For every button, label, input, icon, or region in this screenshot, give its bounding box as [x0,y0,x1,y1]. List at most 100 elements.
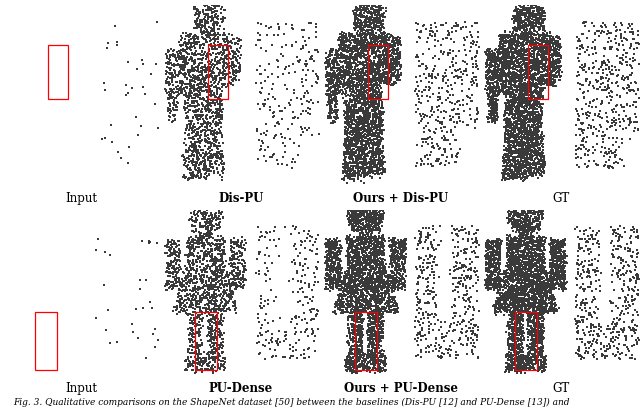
Point [344,102,354,109]
Point [353,92,363,99]
Point [375,211,385,218]
Point [519,360,529,367]
Point [362,216,372,222]
Point [268,151,278,158]
Point [351,61,361,67]
Point [515,300,525,307]
Point [354,300,364,306]
Point [211,213,221,219]
Point [349,170,359,176]
Point [530,246,540,253]
Point [362,36,372,43]
Point [325,115,335,121]
Point [40,212,51,218]
Point [196,18,207,25]
Point [356,90,367,97]
Point [499,274,509,281]
Point [354,222,364,229]
Point [165,85,175,92]
Point [166,79,177,86]
Point [513,243,523,249]
Point [536,84,546,91]
Point [348,131,358,138]
Point [558,240,568,247]
Point [502,365,512,371]
Point [552,245,563,251]
Point [417,143,428,150]
Point [254,268,264,274]
Point [211,2,221,9]
Point [513,33,524,40]
Point [545,55,555,62]
Point [357,236,367,242]
Point [525,168,536,175]
Point [503,270,513,276]
Point [543,43,554,50]
Point [36,111,46,118]
Point [508,112,518,118]
Point [202,292,212,298]
Point [344,268,354,275]
Point [512,131,522,138]
Point [536,326,547,332]
Point [499,152,509,159]
Point [427,136,437,143]
Point [374,100,384,106]
Point [180,81,190,88]
Point [308,241,318,248]
Point [378,248,388,254]
Point [509,71,519,78]
Point [351,337,362,343]
Point [519,276,529,282]
Point [500,132,510,139]
Point [513,33,524,40]
Point [201,86,211,93]
Point [212,251,223,257]
Point [51,256,61,263]
Point [377,255,387,262]
Point [520,212,530,219]
Point [356,10,366,17]
Point [537,143,547,150]
Point [195,95,205,102]
Point [211,157,221,164]
Point [210,227,220,234]
Point [533,303,543,310]
Point [522,133,532,140]
Point [531,278,541,285]
Point [197,105,207,112]
Point [360,169,370,176]
Point [520,74,531,81]
Point [376,248,386,254]
Point [365,277,375,283]
Point [509,364,520,371]
Point [399,267,410,273]
Point [521,117,531,123]
Point [228,302,238,309]
Point [540,57,550,64]
Point [540,159,550,166]
Point [483,46,493,53]
Point [529,141,540,148]
Point [345,293,355,300]
Point [322,272,332,279]
Point [363,284,373,291]
Point [175,49,186,56]
Point [534,323,544,329]
Point [374,270,384,276]
Point [354,261,364,268]
Point [528,280,538,287]
Point [225,39,236,45]
Point [339,309,349,316]
Point [506,286,516,293]
Point [557,276,568,283]
Point [532,342,542,349]
Point [575,51,585,58]
Point [217,83,227,90]
Point [211,293,221,300]
Point [515,315,525,321]
Point [212,2,222,9]
Point [554,305,564,311]
Point [267,335,277,341]
Point [548,246,559,253]
